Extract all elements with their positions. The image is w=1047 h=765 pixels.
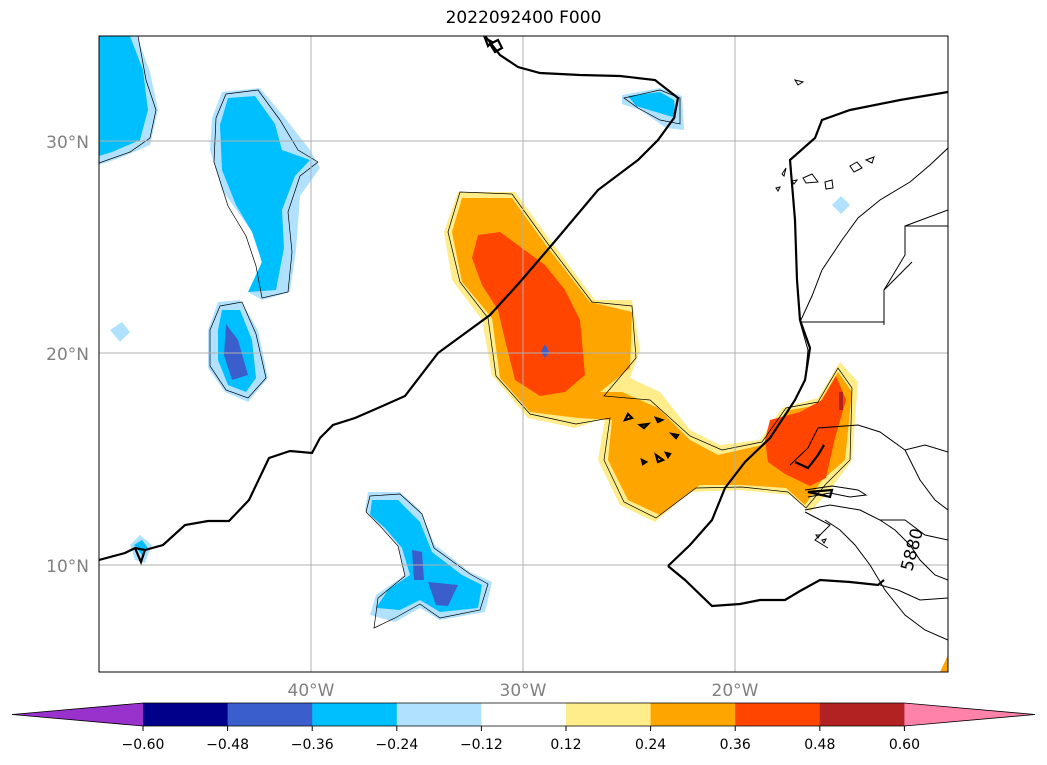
longitude-labels: 40°W 30°W 20°W (288, 681, 759, 701)
colorbar-tick-label: −0.12 (460, 737, 503, 753)
coastlines (775, 79, 948, 641)
map-plot-area: 5880 (99, 36, 948, 672)
latitude-labels: 30°N 20°N 10°N (46, 133, 89, 577)
colorbar-segment (396, 703, 482, 726)
colorbar-tick-label: 0.48 (804, 737, 835, 753)
colorbar-tick-label: −0.60 (122, 737, 165, 753)
lat-label-20n: 20°N (46, 345, 89, 365)
colorbar-tick-label: 0.36 (720, 737, 751, 753)
colorbar-extend-low (12, 703, 143, 726)
lon-label-40w: 40°W (288, 681, 335, 701)
colorbar-segment (227, 703, 313, 726)
geopotential-5880-contour (99, 36, 948, 608)
lat-label-30n: 30°N (46, 133, 89, 153)
colorbar-extend-high (904, 703, 1035, 726)
lon-label-30w: 30°W (500, 681, 547, 701)
lon-label-20w: 20°W (712, 681, 759, 701)
colorbar-tick-label: −0.48 (206, 737, 249, 753)
positive-anomaly-shading (444, 192, 948, 672)
colorbar-tick-label: 0.24 (635, 737, 666, 753)
colorbar-segment (650, 703, 736, 726)
map-title: 2022092400 F000 (445, 8, 602, 28)
lat-label-10n: 10°N (46, 557, 89, 577)
colorbar-tick-label: 0.60 (889, 737, 920, 753)
colorbar: −0.60 −0.48 −0.36 −0.24 −0.12 0.12 0.24 0.36 0.4… (11, 702, 1036, 753)
graticule (99, 36, 948, 672)
colorbar-tick-label: 0.12 (550, 737, 581, 753)
colorbar-segment (143, 703, 229, 726)
colorbar-segment (312, 703, 398, 726)
map-frame (98, 35, 949, 673)
colorbar-segment (735, 703, 821, 726)
colorbar-segment (819, 703, 905, 726)
colorbar-segment (566, 703, 652, 726)
colorbar-segment (481, 703, 567, 726)
colorbar-tick-label: −0.24 (375, 737, 418, 753)
anomaly-outlines (99, 36, 853, 629)
colorbar-tick-label: −0.36 (291, 737, 334, 753)
